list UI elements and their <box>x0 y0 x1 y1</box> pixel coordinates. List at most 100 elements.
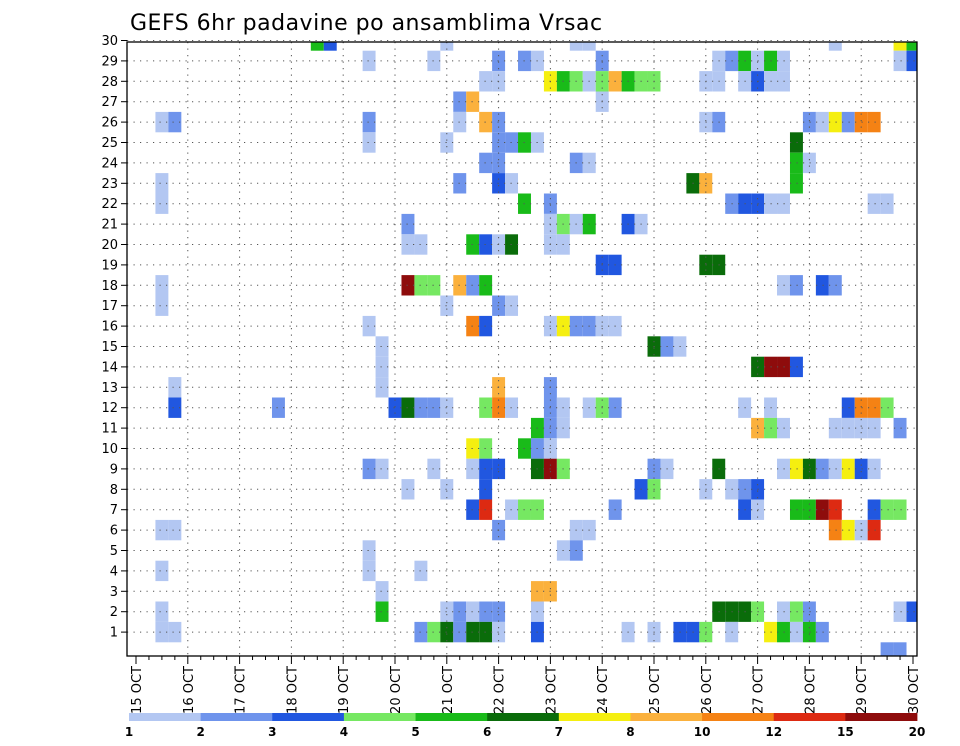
x-tick-label: 28 OCT <box>803 666 818 714</box>
heatmap-cell <box>453 111 467 133</box>
y-tick-label: 29 <box>101 54 118 69</box>
heatmap-cell <box>789 173 803 194</box>
x-tick-label: 17 OCT <box>234 666 249 714</box>
heatmap-cell <box>815 111 829 133</box>
colorbar-segment <box>487 713 560 721</box>
x-tick-label: 25 OCT <box>648 666 663 714</box>
heatmap-cell <box>841 111 855 133</box>
x-tick-label: 27 OCT <box>752 666 767 714</box>
heatmap-cell <box>828 519 842 541</box>
colorbar: 1 2 3 4 5 6 7 8 10 12 15 20 <box>125 713 926 739</box>
heatmap-cell <box>854 111 868 133</box>
y-tick-label: 9 <box>110 462 118 477</box>
heatmap-cell <box>155 601 169 622</box>
heatmap-cell <box>867 499 881 520</box>
heatmap-cell <box>427 275 441 296</box>
heatmap-cell <box>362 315 376 337</box>
colorbar-label: 8 <box>626 725 634 739</box>
heatmap-cell <box>362 111 376 133</box>
colorbar-segment <box>773 713 846 721</box>
heatmap-cell <box>388 397 402 418</box>
heatmap-cell <box>427 397 441 418</box>
plot-frame <box>126 41 918 657</box>
colorbar-label: 20 <box>909 725 926 739</box>
heatmap-cell <box>841 397 855 418</box>
heatmap-cell <box>440 621 454 643</box>
y-tick-label: 12 <box>101 401 118 416</box>
heatmap-cell <box>841 417 855 439</box>
x-tick-label: 20 OCT <box>389 666 404 714</box>
heatmap-cell <box>828 42 842 51</box>
colorbar-label: 15 <box>837 725 854 739</box>
colorbar-segment <box>415 713 488 721</box>
heatmap-cell <box>893 499 907 520</box>
y-tick-label: 17 <box>101 299 118 314</box>
heatmap-cell <box>880 397 894 418</box>
heatmap-cell <box>880 499 894 520</box>
heatmap-cell <box>414 234 428 255</box>
y-tick-label: 25 <box>101 136 118 151</box>
y-tick-label: 8 <box>110 483 118 498</box>
heatmap-cell <box>375 458 389 480</box>
heatmap-cell <box>362 50 376 72</box>
heatmap-cells <box>155 42 917 656</box>
y-tick-label: 13 <box>101 381 118 396</box>
heatmap-cell <box>168 397 182 418</box>
y-tick-label: 22 <box>101 197 118 212</box>
heatmap-cell <box>155 560 169 582</box>
heatmap-cell <box>841 458 855 480</box>
heatmap-cell <box>453 601 467 622</box>
heatmap-cell <box>569 42 583 51</box>
heatmap-cell <box>375 336 389 357</box>
heatmap-cell <box>854 458 868 480</box>
colorbar-segment <box>272 713 345 721</box>
heatmap-cell <box>828 458 842 480</box>
heatmap-cell <box>362 560 376 582</box>
heatmap-cell <box>440 132 454 153</box>
heatmap-cell <box>906 50 917 72</box>
heatmap-cell <box>867 397 881 418</box>
y-tick-label: 5 <box>110 544 118 559</box>
heatmap-cell <box>906 601 917 622</box>
colorbar-segment <box>630 713 703 721</box>
heatmap-cell <box>155 295 169 316</box>
heatmap-cell <box>323 42 337 51</box>
heatmap-cell <box>427 50 441 72</box>
heatmap-cell <box>906 42 917 51</box>
y-tick-label: 23 <box>101 177 118 192</box>
heatmap-cell <box>880 642 894 656</box>
x-tick-label: 24 OCT <box>596 666 611 714</box>
x-tick-label: 29 OCT <box>855 666 870 714</box>
heatmap-cell <box>893 642 907 656</box>
heatmap-cell <box>815 621 829 643</box>
y-tick-label: 4 <box>110 564 118 579</box>
heatmap-cell <box>427 621 441 643</box>
x-tick-label: 30 OCT <box>907 666 922 714</box>
y-tick-label: 24 <box>101 156 118 171</box>
heatmap-cell <box>168 111 182 133</box>
y-tick-label: 28 <box>101 75 118 90</box>
heatmap-cell <box>789 356 803 378</box>
heatmap-cell <box>155 621 169 643</box>
colorbar-segment <box>129 713 202 721</box>
heatmap-cell <box>893 50 907 72</box>
heatmap-cell <box>271 397 285 418</box>
heatmap-cell <box>155 275 169 296</box>
heatmap-cell <box>802 499 816 520</box>
heatmap-cell <box>841 519 855 541</box>
heatmap-cell <box>440 397 454 418</box>
y-tick-label: 10 <box>101 442 118 457</box>
colorbar-label: 5 <box>411 725 419 739</box>
heatmap-cell <box>854 397 868 418</box>
y-tick-label: 19 <box>101 258 118 273</box>
y-tick-label: 2 <box>110 605 118 620</box>
y-tick-label: 7 <box>110 503 118 518</box>
y-tick-label: 18 <box>101 279 118 294</box>
heatmap-cell <box>453 621 467 643</box>
heatmap-cell <box>453 173 467 194</box>
y-tick-label: 6 <box>110 524 118 539</box>
x-axis: 15 OCT 16 OCT 17 OCT 18 OCT 19 OCT 20 OCT 21 O… <box>130 656 922 714</box>
heatmap-cell <box>867 193 881 214</box>
colorbar-label: 10 <box>694 725 711 739</box>
heatmap-cell <box>867 458 881 480</box>
